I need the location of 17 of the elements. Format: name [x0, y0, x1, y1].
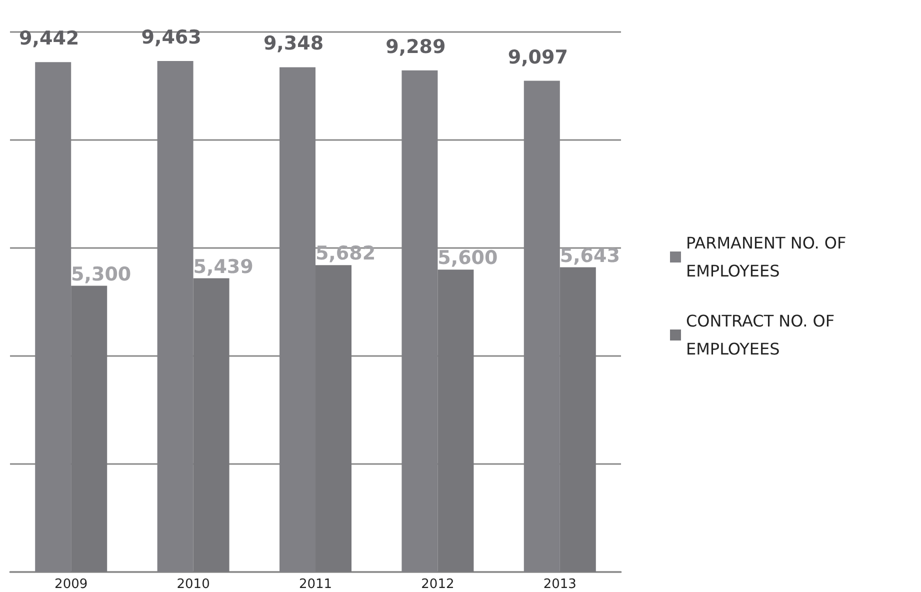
x-tick-label: 2010: [176, 577, 210, 592]
data-label: 5,682: [315, 242, 376, 265]
data-label: 9,348: [263, 32, 324, 55]
x-tick-label: 2012: [421, 577, 454, 592]
x-tick-label: 2009: [54, 577, 88, 592]
data-label: 9,442: [19, 28, 80, 50]
data-label: 9,289: [386, 36, 446, 58]
data-label: 5,643: [560, 244, 620, 267]
data-label: 9,463: [141, 26, 202, 48]
x-tick-label: 2011: [298, 577, 332, 592]
legend-label: PARMANENT NO. OF EMPLOYEES: [686, 234, 852, 280]
data-label: 5,300: [71, 263, 132, 286]
x-tick-label: 2013: [543, 577, 576, 592]
data-label: 5,439: [193, 256, 254, 278]
data-label: 9,097: [508, 46, 568, 68]
data-label: 5,600: [438, 247, 498, 270]
legend-label: CONTRACT NO. OF EMPLOYEES: [686, 312, 840, 358]
